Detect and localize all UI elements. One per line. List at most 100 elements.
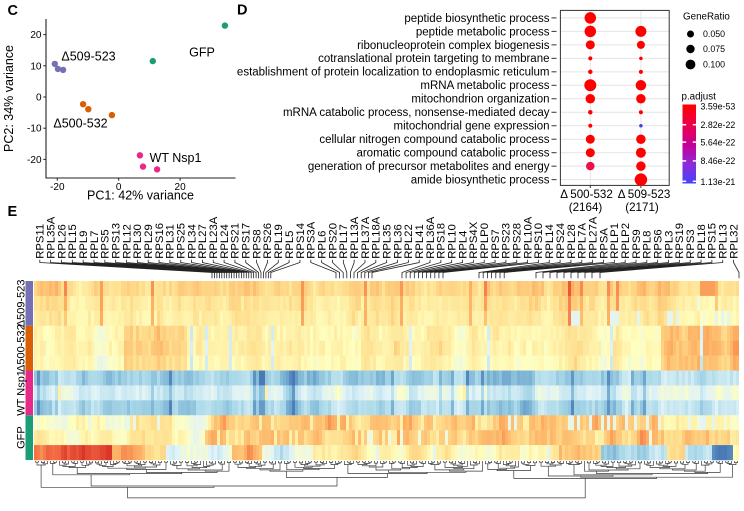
svg-text:10: 10	[30, 61, 42, 72]
svg-text:RPL36A: RPL36A	[425, 216, 437, 259]
svg-text:RPL7: RPL7	[89, 231, 101, 259]
svg-text:RPL27A: RPL27A	[587, 216, 599, 259]
svg-text:RPL32: RPL32	[728, 224, 740, 259]
svg-text:RPL3: RPL3	[663, 231, 675, 259]
svg-text:RPS5: RPS5	[100, 229, 112, 259]
svg-text:aromatic compound catabolic pr: aromatic compound catabolic process	[356, 148, 549, 160]
svg-text:0.075: 0.075	[703, 44, 725, 54]
svg-text:GFP: GFP	[189, 46, 215, 60]
svg-text:RPS15: RPS15	[707, 223, 719, 259]
svg-text:0.050: 0.050	[703, 29, 725, 39]
svg-text:Δ500-532: Δ500-532	[53, 117, 107, 131]
svg-text:RPL18: RPL18	[696, 224, 708, 259]
svg-text:RPL35: RPL35	[381, 224, 393, 259]
svg-text:RPL5: RPL5	[284, 231, 296, 259]
svg-text:5.64e-22: 5.64e-22	[701, 137, 736, 147]
svg-text:RPL13: RPL13	[718, 224, 730, 259]
svg-text:RPL15: RPL15	[67, 224, 79, 259]
svg-text:RPS8: RPS8	[251, 229, 263, 259]
svg-text:Δ 500-532: Δ 500-532	[560, 188, 613, 201]
svg-text:p.adjust: p.adjust	[682, 92, 717, 103]
svg-text:RPL7A: RPL7A	[577, 223, 589, 259]
svg-text:RPS25: RPS25	[176, 223, 188, 259]
svg-text:20: 20	[175, 182, 187, 193]
svg-text:peptide metabolic process: peptide metabolic process	[416, 26, 550, 38]
svg-text:generation of precursor metabo: generation of precursor metabolites and …	[308, 161, 550, 173]
svg-text:8.46e-22: 8.46e-22	[701, 156, 736, 166]
svg-text:0: 0	[36, 93, 42, 104]
svg-text:mRNA metabolic process: mRNA metabolic process	[420, 80, 549, 92]
svg-text:RPL35A: RPL35A	[45, 216, 57, 259]
svg-text:mitochondrial gene expression: mitochondrial gene expression	[394, 121, 550, 133]
svg-text:RPSA: RPSA	[598, 228, 610, 259]
svg-text:RPS10: RPS10	[533, 223, 545, 259]
svg-text:RPL19: RPL19	[273, 224, 285, 259]
svg-text:RPS24: RPS24	[555, 223, 567, 259]
svg-text:RPLP0: RPLP0	[479, 223, 491, 259]
svg-text:RPL4: RPL4	[457, 231, 469, 259]
svg-text:Δ 509-523: Δ 509-523	[618, 188, 671, 201]
svg-text:RPL41: RPL41	[414, 224, 426, 259]
svg-text:RPL23A: RPL23A	[208, 216, 220, 259]
svg-text:RPS19: RPS19	[674, 223, 686, 259]
svg-text:RPLP2: RPLP2	[620, 223, 632, 259]
svg-text:GFP: GFP	[16, 426, 28, 449]
svg-text:RPS7: RPS7	[490, 229, 502, 259]
svg-text:RPL17: RPL17	[338, 224, 350, 259]
svg-text:WT Nsp1: WT Nsp1	[150, 151, 202, 165]
svg-text:RPL18A: RPL18A	[371, 216, 383, 259]
svg-text:RPL36: RPL36	[392, 224, 404, 259]
svg-text:RPS9: RPS9	[631, 229, 643, 259]
svg-text:RPL10: RPL10	[447, 224, 459, 259]
svg-text:(2171): (2171)	[625, 201, 659, 214]
svg-text:RPL12: RPL12	[121, 224, 133, 259]
svg-text:ribonucleoprotein complex biog: ribonucleoprotein complex biogenesis	[357, 40, 550, 52]
svg-text:-20: -20	[50, 182, 65, 193]
svg-text:0: 0	[116, 182, 122, 193]
svg-text:RPL28: RPL28	[566, 224, 578, 259]
svg-text:-20: -20	[27, 155, 42, 166]
svg-text:1.13e-21: 1.13e-21	[701, 177, 736, 187]
svg-text:RPL13A: RPL13A	[349, 216, 361, 259]
svg-text:RPS11: RPS11	[35, 224, 47, 259]
svg-text:WT Nsp1: WT Nsp1	[16, 370, 28, 416]
svg-text:Δ509-523: Δ509-523	[61, 50, 115, 64]
svg-text:RPS13: RPS13	[110, 223, 122, 259]
svg-text:3.59e-53: 3.59e-53	[701, 102, 736, 112]
svg-text:D: D	[237, 3, 247, 19]
svg-text:RPL14: RPL14	[544, 224, 556, 259]
svg-text:RPL9: RPL9	[78, 231, 90, 259]
svg-text:RPS18: RPS18	[436, 223, 448, 259]
svg-text:RPS20: RPS20	[327, 223, 339, 259]
svg-text:RPS3A: RPS3A	[306, 221, 318, 259]
svg-text:cotranslational protein target: cotranslational protein targeting to mem…	[318, 53, 549, 65]
svg-text:establishment of protein local: establishment of protein localization to…	[237, 67, 550, 79]
svg-text:RPL31: RPL31	[165, 224, 177, 259]
svg-text:RPS26: RPS26	[262, 223, 274, 259]
svg-text:GeneRatio: GeneRatio	[683, 12, 730, 23]
svg-text:RPL29: RPL29	[143, 224, 155, 259]
svg-text:RPS16: RPS16	[154, 223, 166, 259]
svg-text:PC1: 42% variance: PC1: 42% variance	[87, 189, 194, 203]
svg-text:RPL10A: RPL10A	[522, 216, 534, 259]
svg-text:mitochondrion organization: mitochondrion organization	[411, 94, 549, 106]
svg-text:RPS4X: RPS4X	[468, 221, 480, 259]
svg-text:RPL37A: RPL37A	[360, 216, 372, 259]
svg-text:RPLP1: RPLP1	[609, 223, 621, 259]
svg-text:RPS23: RPS23	[501, 223, 513, 259]
svg-text:-10: -10	[27, 124, 42, 135]
svg-text:RPL6: RPL6	[316, 231, 328, 259]
svg-text:RPS6: RPS6	[652, 229, 664, 259]
svg-text:RPS3: RPS3	[685, 229, 697, 259]
svg-text:C: C	[8, 3, 19, 19]
svg-text:RPL22: RPL22	[403, 224, 415, 259]
svg-text:RPS17: RPS17	[241, 223, 253, 259]
svg-text:RPS14: RPS14	[295, 223, 307, 259]
svg-text:E: E	[8, 204, 18, 220]
svg-text:RPL8: RPL8	[642, 231, 654, 259]
svg-text:RPS21: RPS21	[230, 223, 242, 259]
svg-text:(2164): (2164)	[569, 201, 603, 214]
svg-text:PC2: 34% variance: PC2: 34% variance	[2, 45, 16, 152]
svg-text:RPL30: RPL30	[132, 224, 144, 259]
svg-text:RPL27: RPL27	[197, 224, 209, 259]
